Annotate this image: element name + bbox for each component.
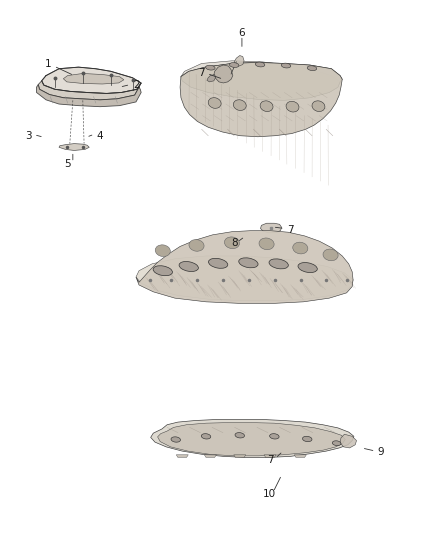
Polygon shape <box>294 455 306 457</box>
Polygon shape <box>261 223 282 233</box>
Text: 3: 3 <box>25 131 32 141</box>
Polygon shape <box>181 62 342 100</box>
Ellipse shape <box>155 245 170 256</box>
Polygon shape <box>340 434 357 448</box>
Ellipse shape <box>235 433 244 438</box>
Ellipse shape <box>286 101 299 112</box>
Polygon shape <box>234 455 246 457</box>
Ellipse shape <box>208 98 221 108</box>
Ellipse shape <box>298 263 317 272</box>
Text: 4: 4 <box>97 131 103 141</box>
Ellipse shape <box>269 259 288 269</box>
Ellipse shape <box>260 101 273 111</box>
Polygon shape <box>181 61 340 100</box>
Text: 6: 6 <box>239 28 245 38</box>
Text: 5: 5 <box>64 159 71 168</box>
Ellipse shape <box>303 437 312 442</box>
Polygon shape <box>234 55 244 66</box>
Ellipse shape <box>171 437 180 442</box>
Text: 7: 7 <box>287 224 293 235</box>
Ellipse shape <box>233 100 246 110</box>
Polygon shape <box>214 65 233 83</box>
Ellipse shape <box>323 249 338 261</box>
Polygon shape <box>136 231 353 303</box>
Polygon shape <box>64 74 124 84</box>
Polygon shape <box>38 81 141 100</box>
Text: 2: 2 <box>134 79 140 90</box>
Ellipse shape <box>293 242 308 254</box>
Ellipse shape <box>307 66 317 70</box>
Text: 9: 9 <box>378 447 385 457</box>
Ellipse shape <box>208 259 228 268</box>
Ellipse shape <box>205 65 215 70</box>
Polygon shape <box>204 455 216 457</box>
Polygon shape <box>151 419 354 457</box>
Ellipse shape <box>224 237 240 248</box>
Ellipse shape <box>179 262 198 271</box>
Text: 7: 7 <box>198 68 205 78</box>
Ellipse shape <box>230 62 239 68</box>
Polygon shape <box>264 455 276 457</box>
Polygon shape <box>176 455 188 457</box>
Polygon shape <box>207 75 215 82</box>
Ellipse shape <box>332 441 341 446</box>
Ellipse shape <box>270 434 279 439</box>
Ellipse shape <box>201 434 211 439</box>
Text: 8: 8 <box>231 238 237 248</box>
Polygon shape <box>180 62 342 137</box>
Text: 1: 1 <box>45 60 52 69</box>
Ellipse shape <box>239 258 258 268</box>
Ellipse shape <box>312 101 325 111</box>
Polygon shape <box>42 67 141 93</box>
Polygon shape <box>36 85 141 107</box>
Polygon shape <box>158 423 345 456</box>
Ellipse shape <box>189 239 204 251</box>
Text: 10: 10 <box>263 489 276 499</box>
Ellipse shape <box>255 62 265 67</box>
Polygon shape <box>136 256 353 301</box>
Ellipse shape <box>281 63 291 68</box>
Polygon shape <box>59 143 89 150</box>
Text: 7: 7 <box>268 455 274 465</box>
Ellipse shape <box>259 238 274 249</box>
Ellipse shape <box>153 266 173 276</box>
